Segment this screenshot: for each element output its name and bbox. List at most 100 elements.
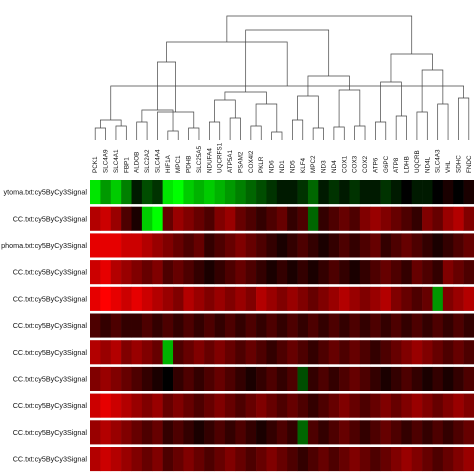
dendrogram-branch: [115, 125, 127, 140]
heatmap-cell: [245, 206, 257, 231]
heatmap-cell: [162, 366, 174, 391]
heatmap-cell: [173, 286, 184, 311]
heatmap-cell: [204, 393, 215, 418]
column-label: COX3: [352, 155, 359, 173]
heatmap-cell: [401, 313, 413, 338]
heatmap-cell: [110, 180, 122, 205]
heatmap-cell: [141, 420, 153, 445]
heatmap-cell: [266, 206, 278, 231]
column-label: ATP6: [372, 157, 379, 173]
heatmap-cell: [453, 206, 464, 231]
heatmap-cell: [453, 340, 464, 365]
heatmap-cell: [235, 260, 246, 285]
heatmap-cell: [411, 340, 423, 365]
heatmap-cell: [359, 366, 371, 391]
heatmap-cell: [235, 233, 246, 258]
heatmap-cell: [297, 260, 309, 285]
heatmap-cell: [141, 206, 153, 231]
heatmap-cell: [121, 340, 132, 365]
heatmap-cell: [422, 420, 433, 445]
heatmap-cell: [287, 180, 298, 205]
heatmap-cell: [193, 286, 205, 311]
heatmap-cell: [422, 260, 433, 285]
heatmap-cell: [328, 233, 340, 258]
heatmap-cell: [359, 180, 371, 205]
heatmap-cell: [432, 206, 444, 231]
row-label: CC.txt:cy5ByCy3Signal: [13, 268, 88, 277]
dendrogram-branch: [338, 89, 361, 127]
heatmap-cell: [131, 313, 143, 338]
heatmap-cell: [193, 366, 205, 391]
dendrogram-branch: [292, 119, 304, 140]
column-label: SLC2A2: [144, 149, 151, 173]
dendrogram-branch: [188, 127, 200, 140]
heatmap-cell: [245, 366, 257, 391]
heatmap-cell: [266, 420, 278, 445]
heatmap-cell: [411, 206, 423, 231]
heatmap-cell: [173, 420, 184, 445]
heatmap-cell: [245, 286, 257, 311]
heatmap-cell: [328, 420, 340, 445]
heatmap-cell: [318, 393, 329, 418]
heatmap-cell: [224, 260, 236, 285]
dendrogram-branch: [312, 127, 324, 140]
heatmap-cell: [359, 393, 371, 418]
heatmap-cell: [453, 233, 464, 258]
heatmap-cell: [235, 420, 246, 445]
heatmap-cell: [370, 340, 381, 365]
heatmap-cell: [173, 340, 184, 365]
heatmap-cell: [141, 366, 153, 391]
heatmap-cell: [307, 313, 319, 338]
heatmap-cell: [224, 313, 236, 338]
heatmap-cell: [442, 447, 454, 472]
heatmap-cell: [141, 180, 153, 205]
heatmap-cell: [287, 313, 298, 338]
heatmap-cell: [318, 366, 329, 391]
heatmap-cell: [90, 366, 101, 391]
heatmap-cell: [442, 366, 454, 391]
heatmap-cell: [141, 233, 153, 258]
heatmap-cell: [235, 393, 246, 418]
heatmap-cell: [401, 206, 413, 231]
heatmap-cell: [100, 260, 112, 285]
heatmap-cell: [276, 366, 288, 391]
heatmap-cell: [245, 260, 257, 285]
heatmap-cell: [380, 286, 392, 311]
heatmap-cell: [173, 313, 184, 338]
heatmap-cell: [100, 340, 112, 365]
heatmap-cell: [328, 340, 340, 365]
heatmap-cell: [224, 393, 236, 418]
heatmap-cell: [100, 286, 112, 311]
heatmap-cell: [131, 447, 143, 472]
heatmap-cell: [287, 340, 298, 365]
heatmap-cell: [411, 260, 423, 285]
heatmap-cell: [110, 393, 122, 418]
column-label: COX4I2: [248, 150, 255, 173]
heatmap-cell: [235, 206, 246, 231]
heatmap-cell: [297, 286, 309, 311]
heatmap-cell: [453, 286, 464, 311]
heatmap-cell: [370, 233, 381, 258]
heatmap-cell: [287, 260, 298, 285]
heatmap-cell: [359, 206, 371, 231]
heatmap-cell: [380, 180, 392, 205]
heatmap-cell: [411, 180, 423, 205]
heatmap-cell: [90, 420, 101, 445]
heatmap-cell: [183, 206, 195, 231]
heatmap-cell: [328, 180, 340, 205]
heatmap-cell: [318, 206, 329, 231]
dendrogram-branch: [110, 85, 464, 120]
heatmap-cell: [390, 366, 402, 391]
heatmap-cell: [266, 447, 278, 472]
heatmap-cell: [297, 180, 309, 205]
heatmap-cell: [411, 286, 423, 311]
heatmap-cell: [214, 340, 226, 365]
heatmap-cell: [152, 447, 163, 472]
heatmap-cell: [287, 420, 298, 445]
heatmap-cell: [152, 260, 163, 285]
heatmap-cell: [183, 233, 195, 258]
column-label: MPC1: [175, 155, 182, 173]
heatmap-cell: [266, 340, 278, 365]
heatmap-cell: [463, 393, 474, 418]
dendrogram-branch: [390, 53, 433, 82]
